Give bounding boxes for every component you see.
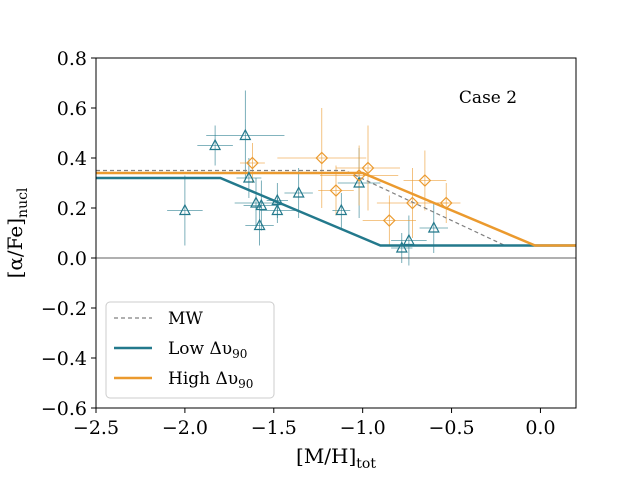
x-tick-label-5: 0.0 — [525, 417, 555, 439]
low-point-0 — [178, 203, 191, 216]
low-point-5 — [253, 218, 266, 231]
mw-model-line — [96, 169, 506, 247]
high-point-8 — [439, 196, 453, 210]
x-tick-label-4: −0.5 — [428, 417, 474, 439]
high-point-7 — [418, 174, 432, 187]
y-tick-label-1: −0.4 — [41, 348, 87, 370]
high-point-3 — [352, 169, 366, 182]
low-point-11 — [353, 176, 366, 188]
low-point-14 — [427, 221, 440, 233]
y-tick-label-3: 0.0 — [57, 248, 87, 270]
y-tick-label-4: 0.2 — [57, 198, 87, 220]
low-point-3 — [242, 171, 255, 183]
high-point-0 — [246, 156, 259, 170]
low-point-1 — [209, 138, 222, 151]
high-point-2 — [329, 184, 343, 197]
low-point-8 — [271, 193, 284, 206]
low-model-line — [96, 176, 576, 247]
x-axis-label: [M/H]tot — [296, 444, 376, 472]
y-axis-label: [α/Fe]nucl — [3, 187, 31, 278]
low-point-12 — [395, 241, 408, 253]
y-tick-label-6: 0.6 — [57, 98, 87, 120]
x-tick-label-0: −2.5 — [73, 417, 119, 439]
low-point-13 — [402, 233, 415, 246]
y-tick-label-2: −0.2 — [41, 298, 87, 320]
high-point-4 — [361, 161, 375, 175]
high-point-5 — [382, 214, 396, 227]
legend-label-low: Low Δυ90 — [168, 339, 247, 361]
high-point-1 — [315, 151, 329, 165]
low-point-10 — [335, 203, 348, 216]
x-tick-label-2: −1.5 — [251, 417, 297, 439]
legend-box — [105, 301, 275, 399]
low-point-7 — [271, 203, 284, 216]
plot-frame — [95, 57, 577, 409]
x-tick-label-3: −1.0 — [340, 417, 386, 439]
x-tick-label-1: −2.0 — [162, 417, 208, 439]
legend: MW Low Δυ90 High Δυ90 — [105, 301, 275, 399]
low-point-9 — [292, 186, 305, 198]
low-point-2 — [239, 128, 252, 141]
case-annotation: Case 2 — [459, 88, 517, 108]
high-model-line — [96, 171, 576, 247]
high-point-6 — [406, 196, 419, 210]
legend-label-mw: MW — [168, 309, 203, 329]
legend-label-high: High Δυ90 — [168, 369, 253, 391]
y-tick-label-5: 0.4 — [57, 148, 87, 170]
y-tick-label-7: 0.8 — [57, 48, 87, 70]
low-point-4 — [250, 196, 262, 208]
low-point-6 — [255, 198, 268, 211]
y-tick-label-0: −0.6 — [41, 398, 87, 420]
